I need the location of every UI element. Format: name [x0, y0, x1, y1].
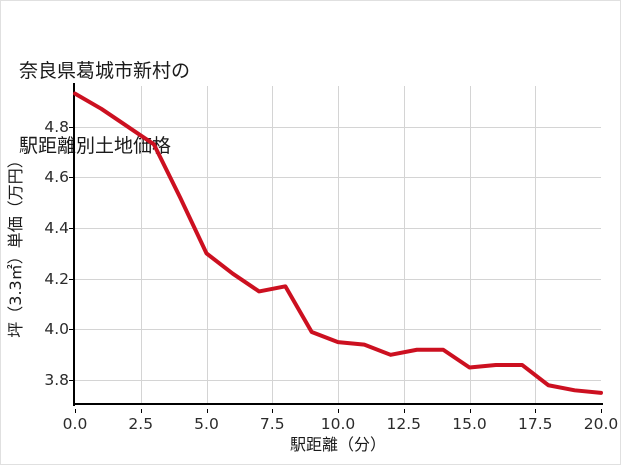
y-tick-label: 3.8	[44, 371, 69, 390]
y-tick-mark	[69, 177, 74, 179]
y-tick-label: 4.0	[44, 320, 69, 339]
x-tick-mark	[535, 409, 537, 413]
x-axis-spine	[73, 403, 603, 405]
x-tick-label: 12.5	[386, 415, 422, 433]
x-tick-label: 15.0	[452, 415, 487, 433]
x-axis-label: 駅距離（分）	[289, 435, 386, 454]
x-tick-mark	[469, 409, 471, 413]
x-tick-mark	[206, 409, 208, 413]
gridline-vertical	[140, 86, 142, 403]
gridline-vertical	[535, 86, 537, 403]
price-line-series	[73, 91, 603, 395]
y-tick-mark	[69, 380, 74, 382]
x-tick-label: 0.0	[62, 415, 88, 433]
x-tick-mark	[601, 409, 602, 413]
y-tick-label: 4.8	[44, 117, 69, 136]
x-tick-mark	[338, 409, 339, 413]
x-tick-label: 5.0	[194, 415, 219, 433]
x-tick-mark	[75, 409, 76, 413]
x-axis-tick-labels: 0.0 2.5 5.0 7.5 10.0 12.5 15.0 17.5 20.0	[63, 409, 618, 433]
x-tick-label: 20.0	[583, 415, 619, 433]
x-tick-label: 7.5	[259, 415, 285, 433]
y-axis-spine	[73, 83, 75, 406]
gridline-vertical	[206, 86, 208, 403]
x-tick-label: 17.5	[517, 415, 553, 433]
y-tick-mark	[69, 278, 74, 280]
y-tick-label: 4.4	[44, 219, 69, 238]
y-tick-label: 4.2	[44, 269, 69, 288]
y-tick-mark	[69, 228, 74, 230]
x-tick-label: 2.5	[128, 415, 154, 433]
data-series-svg	[73, 91, 603, 395]
x-tick-mark	[272, 409, 274, 413]
gridline-vertical	[469, 86, 471, 403]
x-tick-label: 10.0	[320, 415, 356, 433]
chart-title: 奈良県葛城市新村の 駅距離別土地価格	[19, 9, 190, 209]
gridline-vertical	[272, 86, 274, 403]
chart-title-line-2: 駅距離別土地価格	[19, 135, 172, 157]
gridline-vertical	[403, 86, 405, 403]
y-tick-mark	[69, 126, 74, 128]
y-tick-mark	[69, 329, 74, 331]
chart-title-line-1: 奈良県葛城市新村の	[19, 60, 191, 82]
y-axis-tick-labels: 3.8 4.0 4.2 4.4 4.6 4.8	[21, 86, 69, 403]
x-tick-mark	[140, 409, 142, 413]
y-tick-label: 4.6	[44, 168, 69, 187]
gridline-vertical	[338, 86, 339, 403]
x-tick-mark	[403, 409, 405, 413]
plot-area	[69, 83, 603, 406]
